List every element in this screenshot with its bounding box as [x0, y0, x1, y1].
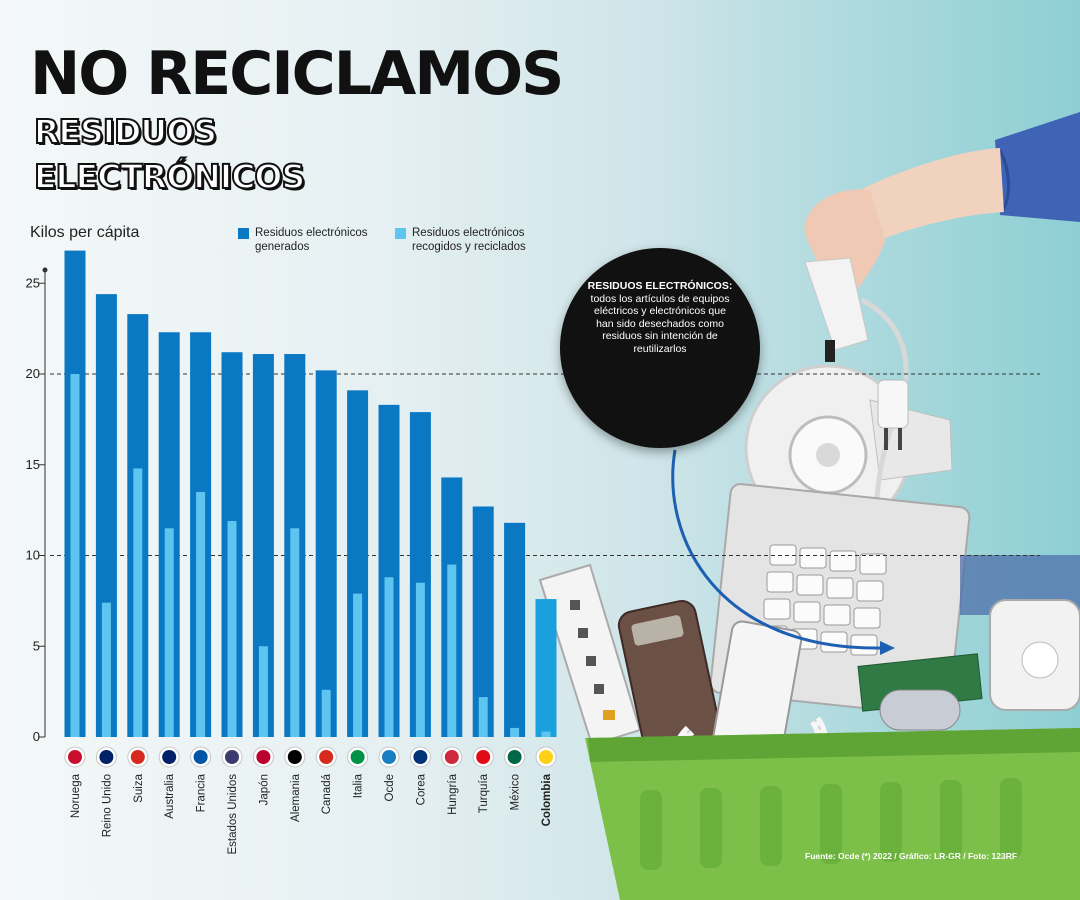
bar-generated [95, 294, 117, 737]
bar-recycled [290, 528, 300, 737]
legend-label-generated: Residuos electrónicos generados [255, 227, 368, 253]
y-tick-label: 15 [26, 457, 40, 472]
x-tick-label: Alemania [290, 773, 302, 822]
bar-generated [535, 599, 557, 737]
bar-generated [252, 354, 274, 737]
x-tick-label: Colombia [541, 773, 553, 826]
x-tick-label: Turquía [478, 773, 490, 813]
x-tick-label: Noruega [70, 773, 82, 818]
flag-fill [99, 750, 114, 764]
flag-fill [256, 750, 271, 764]
y-axis-dot [42, 267, 48, 273]
x-tick-label: Japón [258, 774, 270, 805]
flag-fill [193, 750, 208, 764]
x-tick-label: Italia [353, 773, 365, 798]
chart-subtitle-line-2: ELECTRÓNICOS [33, 157, 306, 196]
bar-recycled [321, 689, 331, 737]
bar-generated [378, 404, 400, 737]
bar-recycled [196, 491, 206, 737]
flag-fill [539, 750, 553, 764]
flag-fill [507, 750, 522, 764]
definition-callout: RESIDUOS ELECTRÓNICOS: todos los artícul… [560, 248, 760, 448]
legend-item-recycled: Residuos electrónicos recogidos y recicl… [395, 227, 545, 255]
legend-label-recycled: Residuos electrónicos recogidos y recicl… [412, 227, 526, 253]
bar-generated [409, 412, 431, 737]
y-tick-label: 5 [33, 638, 40, 653]
bar-recycled [70, 374, 80, 737]
bar-recycled [258, 646, 268, 737]
y-axis-label: Kilos per cápita [30, 224, 140, 241]
bar-generated [504, 522, 526, 737]
legend-item-generated: Residuos electrónicos generados [238, 227, 378, 255]
flag-fill [382, 750, 396, 764]
y-tick-label: 20 [26, 366, 40, 381]
legend-swatch-recycled [395, 228, 406, 239]
bar-recycled [353, 593, 363, 737]
callout-text: todos los artículos de equipos eléctrico… [590, 292, 730, 355]
flag-fill [350, 750, 365, 764]
chart-subtitle-line-1: RESIDUOS [33, 112, 218, 151]
bar-recycled [415, 582, 425, 737]
x-tick-label: Hungría [447, 773, 459, 815]
bar-generated [315, 370, 337, 737]
flag-fill [68, 750, 82, 764]
bar-recycled [164, 528, 174, 737]
bar-recycled [384, 577, 394, 737]
y-tick-label: 25 [26, 275, 40, 290]
x-tick-label: Francia [196, 773, 208, 812]
x-tick-label: Australia [164, 773, 176, 818]
callout-title: RESIDUOS ELECTRÓNICOS: [587, 280, 733, 292]
y-tick-label: 10 [26, 548, 40, 563]
source-note: Fuente: Ocde (*) 2022 / Gráfico: LR-GR /… [805, 851, 1018, 861]
x-tick-label: Reino Unido [101, 774, 113, 837]
bar-recycled [133, 468, 143, 737]
x-tick-label: Suiza [133, 773, 145, 802]
x-tick-label: Ocde [384, 774, 396, 802]
bar-recycled [541, 731, 551, 737]
flag-fill [225, 750, 239, 764]
bar-generated [347, 390, 369, 737]
bar-recycled [478, 697, 488, 737]
flag-fill [444, 750, 459, 764]
x-tick-label: Corea [415, 773, 427, 805]
bar-recycled [447, 564, 457, 737]
flag-fill [130, 750, 145, 764]
y-tick-label: 0 [33, 729, 40, 744]
chart-title: NO RECICLAMOS [30, 39, 564, 109]
bar-generated [472, 506, 494, 737]
x-tick-label: Estados Unidos [227, 774, 239, 855]
x-tick-label: Canadá [321, 773, 333, 814]
legend-swatch-generated [238, 228, 249, 239]
flag-fill [162, 750, 177, 764]
bar-recycled [101, 602, 111, 737]
bar-recycled [510, 727, 520, 737]
flag-fill [287, 750, 302, 764]
flag-fill [319, 750, 334, 764]
flag-fill [476, 750, 491, 764]
bar-recycled [227, 521, 237, 737]
flag-fill [413, 750, 428, 764]
x-tick-label: México [510, 774, 522, 810]
